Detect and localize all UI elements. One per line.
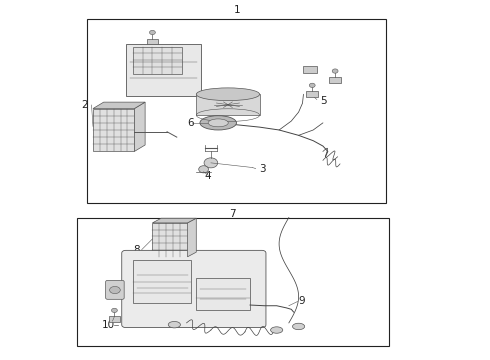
Circle shape — [112, 308, 117, 312]
Bar — [133, 260, 192, 303]
FancyBboxPatch shape — [122, 250, 266, 328]
Text: 1: 1 — [233, 5, 240, 15]
Text: 9: 9 — [298, 296, 305, 306]
Bar — [196, 94, 260, 115]
Ellipse shape — [110, 287, 120, 294]
Text: 10: 10 — [102, 320, 115, 330]
Bar — [93, 109, 134, 152]
Bar — [125, 44, 201, 96]
Circle shape — [309, 83, 315, 87]
Text: 8: 8 — [134, 245, 140, 255]
Bar — [196, 278, 250, 310]
Text: 3: 3 — [260, 163, 266, 174]
Bar — [306, 91, 318, 97]
Text: 6: 6 — [187, 118, 194, 128]
Text: 5: 5 — [320, 96, 327, 107]
Polygon shape — [152, 218, 196, 223]
Circle shape — [199, 166, 208, 173]
Ellipse shape — [293, 323, 305, 330]
Ellipse shape — [208, 119, 228, 127]
Circle shape — [149, 30, 155, 35]
Bar — [133, 47, 182, 73]
Ellipse shape — [270, 327, 283, 333]
Bar — [152, 223, 188, 257]
Circle shape — [332, 69, 338, 73]
Bar — [87, 19, 386, 203]
Bar — [329, 77, 341, 83]
Text: 7: 7 — [229, 209, 236, 219]
Circle shape — [204, 158, 218, 168]
FancyBboxPatch shape — [106, 280, 124, 299]
Bar — [109, 316, 120, 322]
Bar — [77, 217, 389, 346]
Ellipse shape — [168, 321, 180, 328]
Bar — [303, 66, 317, 73]
Polygon shape — [134, 102, 145, 152]
Ellipse shape — [196, 88, 260, 101]
Polygon shape — [93, 102, 145, 109]
Text: 2: 2 — [81, 100, 88, 110]
Polygon shape — [188, 218, 196, 257]
Ellipse shape — [200, 116, 237, 130]
Bar — [147, 39, 158, 44]
Text: 4: 4 — [204, 171, 211, 181]
